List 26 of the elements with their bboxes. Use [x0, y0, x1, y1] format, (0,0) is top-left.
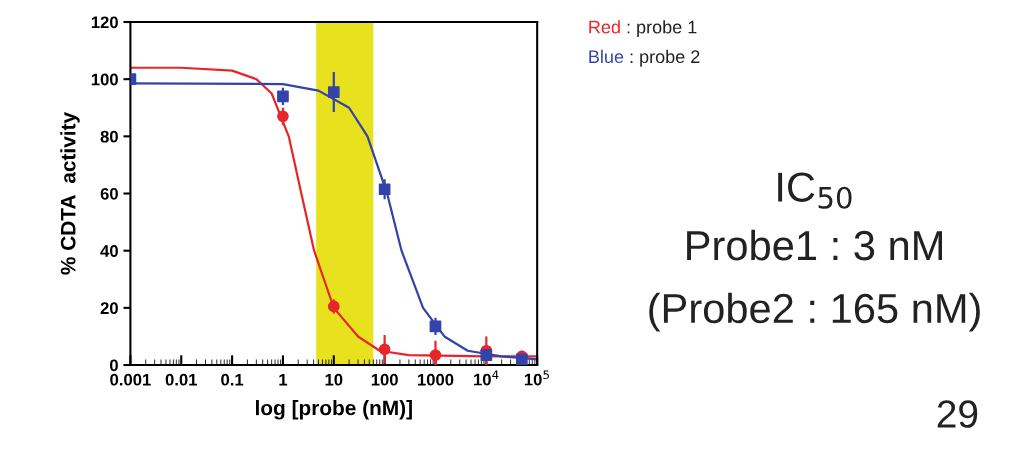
x-tick-label: 1000: [417, 373, 454, 386]
text: IC$_{50}$: [778, 172, 852, 209]
y-tick-label: 80: [100, 130, 118, 143]
x-tick-label: 0.001: [110, 373, 151, 386]
y-tick-label: 60: [100, 187, 118, 200]
y-tick-label: 100: [91, 73, 118, 86]
y-axis-title: % CDTA activity: [60, 112, 80, 275]
text: Red: [589, 20, 620, 34]
text: Blue: [589, 49, 624, 64]
text: : probe 1: [627, 20, 697, 38]
x-tick-label: 0.1: [221, 373, 244, 386]
x-tick-label: 10$^{4}$: [474, 370, 499, 386]
text: : probe 2: [630, 49, 700, 67]
x-tick-label: 10: [325, 373, 343, 386]
y-tick-label: 40: [100, 245, 118, 257]
x-axis-title: log [probe (nM)]: [255, 400, 412, 420]
x-tick-label: 1: [279, 373, 288, 386]
x-tick-label: 10$^{5}$: [524, 370, 549, 386]
text: 29: [937, 400, 978, 428]
y-tick-label: 120: [91, 16, 118, 29]
x-tick-label: 100: [371, 373, 398, 386]
x-tick-label: 0.01: [165, 373, 198, 386]
text: (Probe2 : 165 nM): [649, 292, 980, 332]
y-tick-label: 0: [110, 359, 118, 372]
text: Probe1 : 3 nM: [687, 229, 942, 261]
y-tick-label: 20: [100, 302, 118, 315]
